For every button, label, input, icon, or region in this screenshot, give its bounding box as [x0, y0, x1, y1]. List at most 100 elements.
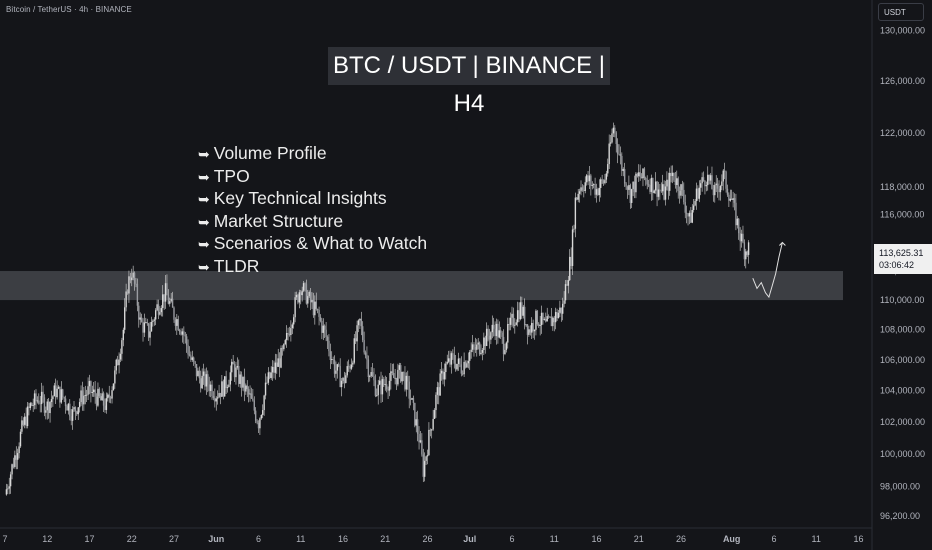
candle-body	[681, 184, 684, 190]
candle-body	[592, 184, 595, 186]
candle-body	[242, 376, 244, 388]
candle-body	[507, 324, 509, 343]
candle-body	[422, 454, 424, 477]
candle-body	[678, 190, 681, 196]
candle-body	[232, 361, 234, 365]
projection-arrowhead-icon	[779, 241, 786, 246]
candle-body	[594, 184, 596, 195]
candle-body	[114, 370, 116, 384]
candle-body	[138, 305, 140, 320]
candle-body	[326, 337, 329, 341]
candle-body	[605, 173, 608, 180]
candle-body	[74, 407, 77, 412]
x-tick-label: Jun	[208, 534, 224, 544]
candle-body	[373, 376, 375, 381]
candle-body	[104, 405, 106, 410]
topic-item: ➥ Scenarios & What to Watch	[198, 233, 428, 254]
candle-body	[432, 418, 434, 430]
candle-body	[556, 312, 558, 319]
candle-body	[281, 347, 284, 350]
candle-body	[76, 411, 78, 415]
candle-body	[311, 299, 313, 303]
candle-body	[191, 357, 194, 360]
candle-body	[332, 359, 334, 360]
candle-body	[226, 387, 229, 389]
candle-body	[83, 395, 85, 405]
candle-body	[385, 384, 388, 389]
x-tick-label: Jul	[463, 534, 476, 544]
candle-body	[443, 372, 446, 380]
candle-body	[519, 302, 522, 320]
candle-body	[553, 317, 555, 323]
candle-body	[636, 173, 639, 177]
candle-body	[690, 212, 692, 223]
candle-body	[229, 372, 232, 385]
candle-body	[460, 364, 462, 374]
candle-body	[664, 186, 667, 200]
candle-body	[661, 184, 664, 192]
candle-body	[723, 170, 726, 172]
candle-body	[55, 385, 57, 398]
candle-body	[474, 347, 477, 350]
candle-body	[350, 364, 353, 369]
currency-selector[interactable]: USDT	[878, 3, 924, 21]
topic-item: ➥ Key Technical Insights	[198, 188, 387, 209]
candle-body	[253, 400, 255, 411]
candle-body	[116, 359, 119, 366]
candle-body	[562, 303, 564, 314]
candle-body	[133, 272, 136, 284]
y-tick-label: 102,000.00	[880, 417, 925, 427]
candle-body	[573, 228, 575, 230]
topic-item: ➥ TPO	[198, 165, 250, 186]
candle-body	[709, 175, 712, 181]
candle-body	[35, 393, 37, 401]
candle-body	[329, 351, 332, 360]
candle-body	[704, 180, 706, 187]
candle-body	[585, 175, 588, 183]
candle-body	[554, 312, 557, 323]
candle-body	[512, 313, 515, 326]
candle-body	[478, 342, 481, 355]
candle-body	[666, 179, 668, 187]
candle-body	[671, 172, 674, 177]
candle-body	[674, 180, 677, 185]
candle-body	[5, 489, 8, 495]
candle-body	[269, 372, 271, 378]
candle-body	[462, 373, 464, 375]
candle-body	[433, 410, 436, 419]
candle-body	[212, 396, 215, 398]
candle-body	[595, 189, 598, 195]
candle-body	[497, 323, 499, 338]
candle-body	[9, 474, 12, 487]
candle-body	[187, 345, 189, 355]
candle-body	[231, 361, 233, 373]
x-tick-label: 21	[634, 534, 644, 544]
candle-body	[207, 374, 209, 385]
candle-body	[522, 306, 524, 316]
candle-body	[24, 416, 26, 425]
x-tick-label: 6	[771, 534, 776, 544]
candle-body	[515, 322, 517, 325]
candle-body	[163, 294, 165, 302]
candle-body	[450, 353, 453, 365]
candle-body	[456, 363, 458, 370]
candle-body	[297, 294, 299, 303]
x-tick-label: 16	[591, 534, 601, 544]
candle-body	[64, 398, 67, 407]
candle-body	[73, 407, 75, 410]
candle-body	[285, 332, 288, 341]
candle-body	[121, 340, 123, 354]
candle-body	[60, 389, 63, 403]
candle-body	[746, 251, 748, 255]
candle-body	[721, 181, 723, 186]
candle-body	[90, 381, 92, 393]
candle-body	[654, 181, 657, 191]
candle-body	[583, 189, 585, 191]
candle-body	[338, 364, 340, 366]
candle-body	[233, 364, 236, 378]
candle-body	[718, 188, 720, 193]
candle-body	[108, 394, 110, 398]
candle-body	[673, 172, 675, 181]
candle-body	[135, 283, 137, 285]
